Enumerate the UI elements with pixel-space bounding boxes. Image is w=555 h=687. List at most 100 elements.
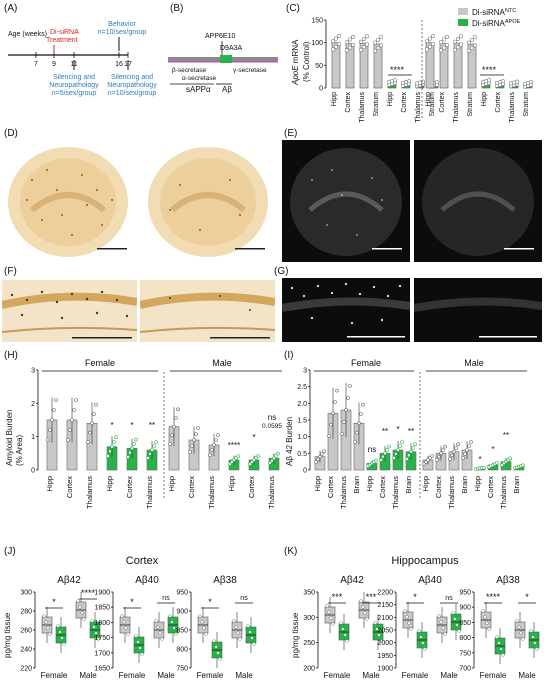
hippocampus-y-tick-label: 950: [459, 590, 471, 597]
cortex-point: [236, 631, 240, 635]
amyloid-burden-point: [70, 418, 74, 422]
amyloid-burden-point: [210, 448, 214, 452]
hippocampus-point: [377, 633, 381, 637]
abeta42-burden-point: [320, 452, 324, 456]
abeta42-burden-point: [456, 442, 460, 447]
micrograph-f-apoe: [140, 280, 275, 342]
cortex-point: [120, 614, 124, 618]
hippocampus-point: [341, 627, 345, 631]
apoe-mrna-category: Thalamus: [509, 92, 516, 123]
abeta42-burden-male-label: Male: [464, 358, 484, 368]
abeta42-burden-point: [409, 449, 413, 454]
amyloid-burden-point: [112, 440, 116, 444]
hippocampus-y-tick-label: 750: [459, 650, 471, 657]
antibody-d9a3a: D9A3A: [220, 45, 243, 52]
amyloid-burden-sig: *: [130, 421, 133, 430]
timeline-tick-label: 7: [34, 61, 38, 68]
silencing-a-label: n=5/sex/group: [52, 90, 97, 97]
hippocampus-y-tick-label: 2200: [377, 590, 393, 597]
cortex-point: [126, 632, 130, 636]
amyloid-burden-point: [46, 438, 50, 442]
amyloid-burden-y-tick-label: 3: [31, 368, 35, 375]
panel-label-f: (F): [4, 266, 17, 277]
abeta42-burden-point: [398, 444, 402, 448]
amyloid-burden-point: [128, 450, 132, 455]
apoe-mrna-category: Cortex: [401, 92, 408, 113]
hippocampus-point: [455, 623, 459, 627]
apoe-mrna-point: [424, 39, 430, 44]
amyloid-burden-male-label: Male: [212, 358, 232, 368]
panel-label-a: (A): [4, 3, 18, 14]
abeta42-burden-point: [467, 444, 471, 448]
cortex-point: [56, 624, 60, 628]
apoe-mrna-category: Hipp: [387, 92, 394, 107]
cortex-point: [58, 630, 62, 634]
apoe-mrna-point: [444, 34, 450, 39]
cortex-point: [60, 636, 64, 640]
hippocampus-point: [339, 621, 343, 625]
apoe-mrna-point: [452, 47, 458, 52]
amyloid-burden-category: Hipp: [227, 476, 236, 491]
micrograph-g-apoe: [414, 278, 542, 342]
cortex-point: [96, 637, 100, 641]
apoe-mrna-point: [392, 78, 398, 83]
cortex-point: [174, 632, 178, 636]
cortex-point: [158, 631, 162, 635]
alpha-secretase-label: α-secretase: [182, 75, 216, 82]
amyloid-burden-point: [134, 437, 138, 442]
apoe-mrna-point: [441, 37, 447, 42]
hippocampus-point: [375, 627, 379, 631]
apoe-mrna-point: [458, 34, 464, 39]
apoe-mrna-point: [378, 35, 384, 40]
apoe-mrna-point: [344, 40, 350, 45]
hippocampus-sig: ns: [445, 595, 453, 602]
hippocampus-point: [361, 605, 365, 609]
hippocampus-point: [403, 609, 407, 613]
apoe-mrna-point: [361, 36, 367, 42]
cortex-y-tick-label: 900: [176, 609, 188, 616]
amyloid-burden-category: Cortex: [187, 476, 196, 498]
amyloid-burden-point: [152, 444, 156, 448]
cortex-point: [252, 642, 256, 646]
cortex-point: [78, 605, 82, 609]
amyloid-burden-point: [94, 402, 98, 407]
amyloid-burden-point: [272, 456, 276, 461]
apoe-mrna-category: Cortex: [439, 92, 446, 113]
abeta42-burden-sig: *: [478, 455, 481, 464]
abeta42-burden-sig: ns: [368, 445, 376, 454]
amyloid-burden-ylabel: Amyloid Burden: [5, 410, 14, 466]
abeta42-burden-point: [400, 440, 404, 444]
micrograph-e-apoe: [414, 140, 542, 262]
amyloid-burden-category: Thalamus: [145, 476, 154, 509]
apoe-mrna-point: [333, 44, 339, 49]
amyloid-burden-point: [52, 408, 56, 412]
apoe-mrna-bar: [467, 43, 477, 89]
amyloid-burden-point: [130, 446, 134, 451]
abeta42-burden-point: [342, 420, 346, 424]
amyloid-burden-point: [154, 440, 158, 444]
cortex-point: [136, 640, 140, 644]
apoe-mrna-point: [427, 36, 433, 41]
hippocampus-point: [515, 619, 519, 623]
abeta42-burden-category: Brain: [352, 476, 361, 494]
amyloid-burden-point: [176, 407, 180, 412]
abeta42-burden-category: Brain: [512, 476, 521, 494]
hippocampus-point: [331, 622, 335, 626]
amyloid-burden-point: [90, 421, 94, 426]
cortex-subtitle: Aβ38: [213, 575, 237, 586]
cortex-point: [250, 636, 254, 640]
abeta42-burden-point: [450, 453, 454, 458]
cortex-point: [232, 619, 236, 623]
amyloid-burden-point: [194, 432, 198, 436]
cortex-point: [198, 614, 202, 618]
hippocampus-point: [359, 599, 363, 603]
hippocampus-point: [409, 627, 413, 631]
hippocampus-xcat-male: Male: [440, 671, 458, 680]
apoe-mrna-category: Thalamus: [453, 92, 460, 123]
amyloid-burden-point: [110, 444, 114, 449]
cortex-point: [94, 631, 98, 635]
cortex-point: [156, 625, 160, 629]
abeta42-burden-point: [411, 446, 415, 450]
cortex-y-tick-label: 1750: [94, 635, 110, 642]
hippocampus-sig: *: [413, 592, 417, 602]
